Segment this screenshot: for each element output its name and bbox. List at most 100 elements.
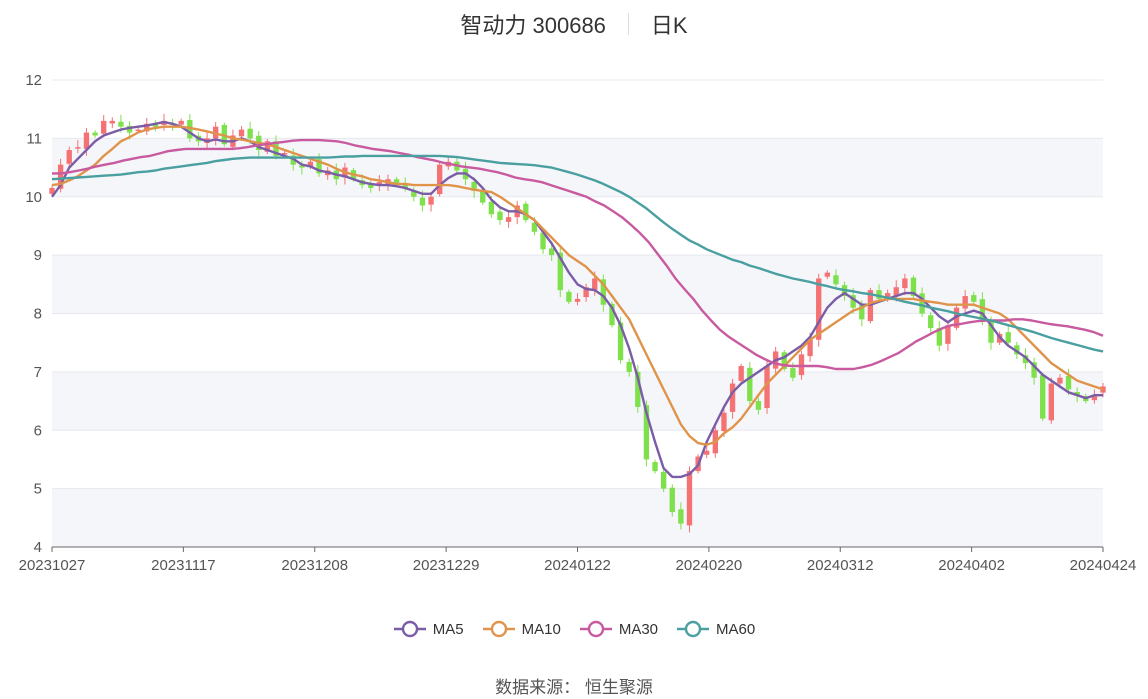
x-tick-label: 20240312 [807, 557, 874, 574]
candle-body [678, 509, 684, 524]
legend-item-ma60[interactable]: MA60 [676, 620, 755, 638]
y-tick-label: 12 [25, 72, 42, 89]
candle-body [738, 366, 744, 381]
candle-body [247, 128, 253, 139]
candle-body [126, 125, 133, 133]
candle-body [505, 217, 512, 222]
candle-body [152, 123, 159, 127]
candle-body [273, 141, 279, 156]
candle-body [876, 290, 882, 299]
candle-body [945, 325, 951, 344]
candle-body [1005, 332, 1011, 343]
legend-item-ma10[interactable]: MA10 [482, 620, 561, 638]
candle-body [1031, 362, 1037, 378]
candle-body [187, 119, 193, 139]
chart-legend: MA5 MA10 MA30 MA60 [0, 620, 1148, 638]
candle-body [83, 132, 90, 149]
candle-body [626, 361, 632, 372]
candle-body [583, 287, 589, 298]
candle-body [902, 278, 908, 289]
candle-body [428, 196, 434, 205]
y-tick-label: 7 [34, 364, 42, 381]
legend-item-ma5[interactable]: MA5 [393, 620, 464, 638]
candle-body [617, 322, 624, 361]
candle-body [66, 150, 72, 164]
x-tick-label: 20231117 [151, 557, 216, 574]
candle-body [92, 132, 98, 136]
legend-marker-icon [677, 620, 710, 638]
grid-band [52, 138, 1103, 197]
candle-body [118, 121, 124, 127]
y-tick-label: 5 [34, 481, 42, 498]
legend-label: MA60 [716, 620, 756, 638]
candle-body [704, 450, 710, 455]
candle-body [850, 295, 856, 308]
candle-body [859, 305, 865, 320]
legend-marker-icon [579, 620, 612, 638]
x-tick-label: 20240220 [676, 557, 743, 574]
candle-body [600, 279, 607, 305]
candle-body [1057, 377, 1063, 384]
candle-body [592, 278, 598, 290]
legend-label: MA5 [432, 620, 464, 638]
candle-body [721, 412, 727, 432]
chart-title: 智动力 300686 日K [0, 8, 1148, 40]
candle-body [178, 120, 184, 125]
candle-body [1065, 375, 1072, 390]
candle-body [635, 371, 641, 407]
legend-marker-icon [393, 620, 426, 638]
candle-body [101, 120, 107, 134]
candle-body [1048, 383, 1054, 421]
candle-body [755, 401, 762, 410]
candle-body [781, 352, 787, 369]
y-tick-label: 10 [25, 189, 42, 206]
candle-body [764, 366, 770, 409]
x-tick-label: 20231229 [413, 557, 480, 574]
grid-band [52, 371, 1103, 431]
candle-body [75, 147, 81, 149]
source-label: 数据来源： [495, 678, 581, 697]
candle-body [686, 471, 693, 526]
candle-body [523, 203, 529, 221]
candle-body [480, 191, 486, 203]
candle-body [833, 275, 839, 285]
candle-body [798, 354, 805, 376]
y-tick-label: 4 [34, 539, 42, 556]
candle-body [49, 187, 55, 194]
x-tick-label: 20231027 [19, 557, 86, 574]
candle-body [144, 123, 150, 132]
legend-item-ma30[interactable]: MA30 [579, 620, 658, 638]
x-tick-label: 20240424 [1070, 557, 1137, 574]
candle-body [57, 164, 64, 189]
candle-body [471, 181, 477, 191]
candle-body [884, 293, 891, 298]
candle-body [566, 291, 572, 302]
candle-body [816, 278, 822, 340]
candle-body [893, 287, 899, 296]
candle-body [264, 141, 271, 152]
candle-body [928, 315, 934, 329]
legend-label: MA30 [618, 620, 659, 638]
series-line-ma60 [51, 154, 1104, 353]
candle-body [988, 321, 994, 343]
candle-body [1040, 375, 1046, 419]
candle-body [790, 368, 796, 378]
candle-body [747, 367, 753, 402]
candle-body [652, 462, 658, 472]
candle-body [109, 120, 115, 124]
candle-body [1014, 345, 1020, 355]
candle-body [1022, 355, 1029, 364]
candle-body [910, 277, 917, 296]
candle-body [971, 295, 977, 302]
stock-name: 智动力 300686 [460, 13, 606, 38]
candle-body [135, 129, 141, 132]
candle-body [919, 293, 925, 314]
y-tick-label: 9 [34, 247, 42, 264]
series-line-ma30 [52, 138, 1104, 371]
legend-label: MA10 [521, 620, 561, 638]
candle-body [574, 298, 581, 302]
candle-body [402, 183, 408, 188]
candle-body [609, 303, 615, 326]
candle-body [1074, 392, 1080, 396]
candle-body [729, 383, 736, 412]
